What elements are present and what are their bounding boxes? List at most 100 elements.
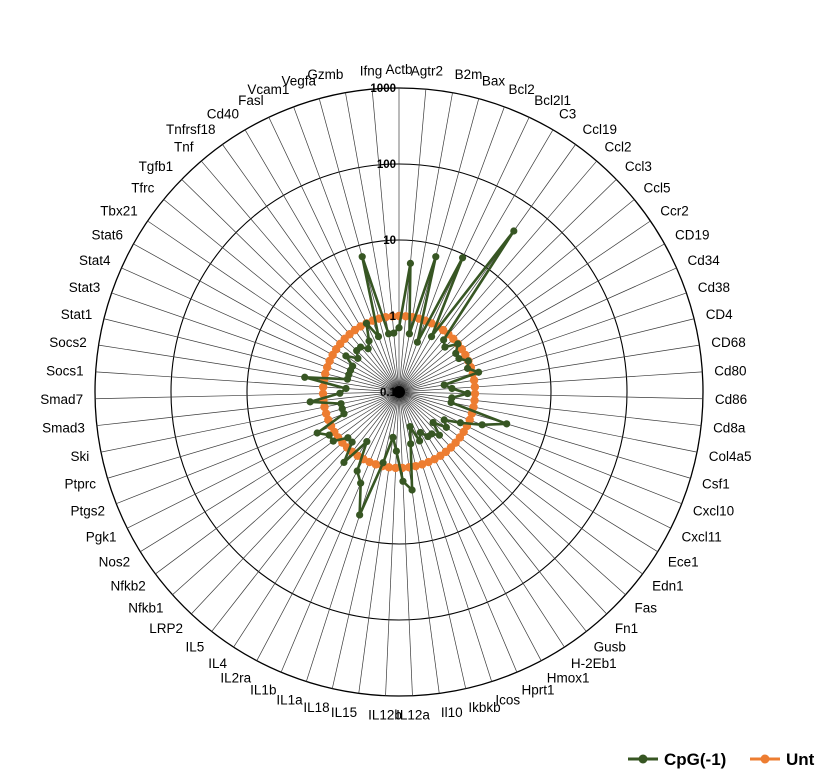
data-point xyxy=(342,384,350,393)
data-point xyxy=(362,319,371,327)
category-label: IL12a xyxy=(396,708,430,723)
data-point xyxy=(392,447,400,455)
spoke-line xyxy=(127,391,400,529)
spoke-line xyxy=(398,391,492,682)
category-label: Cd38 xyxy=(698,280,730,295)
legend: CpG(-1) Unt xyxy=(628,750,815,769)
category-label: Icos xyxy=(495,693,520,708)
spoke-line xyxy=(398,391,587,632)
data-point xyxy=(320,402,329,412)
data-point xyxy=(413,338,422,346)
data-point xyxy=(455,354,463,363)
spoke-line xyxy=(111,292,400,393)
category-label: Cxcl10 xyxy=(693,504,734,519)
legend-label-cpg: CpG(-1) xyxy=(664,750,726,769)
spoke-line xyxy=(398,199,635,393)
category-label: IL5 xyxy=(186,639,205,654)
radar-spokes xyxy=(95,88,703,696)
data-point xyxy=(356,511,364,519)
spoke-line xyxy=(398,391,413,696)
category-label: Smad3 xyxy=(42,421,85,436)
data-point xyxy=(318,389,328,398)
category-label: Edn1 xyxy=(652,578,684,593)
data-point xyxy=(440,416,448,424)
data-point xyxy=(342,352,350,360)
data-point xyxy=(408,486,416,494)
data-point xyxy=(301,373,309,381)
spoke-line xyxy=(398,391,691,479)
category-label: Vcam1 xyxy=(247,82,289,97)
spoke-line xyxy=(398,89,427,393)
category-label: Cd40 xyxy=(207,106,239,121)
spoke-line xyxy=(398,318,695,393)
spoke-line xyxy=(155,391,400,575)
data-point xyxy=(470,389,480,398)
data-point xyxy=(329,437,337,445)
spoke-line xyxy=(398,391,658,552)
data-point xyxy=(448,384,456,393)
spoke-line xyxy=(116,391,400,504)
spoke-line xyxy=(398,391,440,694)
data-point xyxy=(325,431,333,439)
data-point xyxy=(356,343,365,351)
data-point xyxy=(374,332,383,341)
spoke-line xyxy=(398,391,542,661)
category-label: Tfrc xyxy=(131,180,154,195)
data-point xyxy=(388,312,397,321)
data-point xyxy=(478,421,486,429)
category-label: Il10 xyxy=(441,705,463,720)
category-label: Ptprc xyxy=(64,477,96,492)
category-label: Stat1 xyxy=(61,307,93,322)
category-label: Vegfa xyxy=(282,73,317,88)
legend-label-unt: Unt xyxy=(786,750,815,769)
category-label: IL18 xyxy=(303,700,329,715)
radial-tick-label: 100 xyxy=(377,159,396,171)
data-point xyxy=(442,423,450,431)
spoke-line xyxy=(98,344,400,393)
spoke-line xyxy=(211,391,400,632)
center-point xyxy=(393,386,405,398)
category-label: Ifng xyxy=(360,63,383,78)
category-label: Tnf xyxy=(174,140,194,155)
data-point xyxy=(411,461,420,471)
category-label: Cd80 xyxy=(714,364,746,379)
spoke-line xyxy=(398,391,607,615)
category-label: Gusb xyxy=(594,639,626,654)
data-point xyxy=(389,433,397,441)
data-point xyxy=(456,419,464,427)
category-label: Pgk1 xyxy=(86,530,117,545)
category-label: CD4 xyxy=(706,307,733,322)
category-label: Fasl xyxy=(238,93,264,108)
spoke-line xyxy=(398,98,480,393)
data-point xyxy=(365,337,373,345)
category-label: Csf1 xyxy=(702,477,730,492)
category-label: IL2ra xyxy=(220,670,251,685)
legend-swatch-marker-unt xyxy=(760,754,770,764)
data-point xyxy=(417,460,427,469)
spoke-line xyxy=(96,391,400,426)
radial-tick-label: 1 xyxy=(390,311,397,323)
data-point xyxy=(458,254,467,262)
category-label: Ccl2 xyxy=(604,140,631,155)
data-point xyxy=(313,429,321,437)
category-label: Actb xyxy=(385,62,412,77)
data-point xyxy=(358,253,366,261)
category-label: Socs1 xyxy=(46,364,84,379)
spoke-line xyxy=(256,391,400,661)
spoke-line xyxy=(201,160,400,393)
category-label: IL12b xyxy=(368,708,402,723)
category-label: Tgfb1 xyxy=(139,159,174,174)
data-point xyxy=(321,409,331,418)
data-point xyxy=(384,463,394,472)
data-point xyxy=(463,364,472,372)
data-point xyxy=(469,376,479,385)
spoke-line xyxy=(147,220,400,393)
category-label: Cd86 xyxy=(715,392,747,407)
category-label: H-2Eb1 xyxy=(571,656,617,671)
data-point xyxy=(379,459,387,467)
data-point xyxy=(306,398,314,406)
category-label: Ccl19 xyxy=(582,122,617,137)
